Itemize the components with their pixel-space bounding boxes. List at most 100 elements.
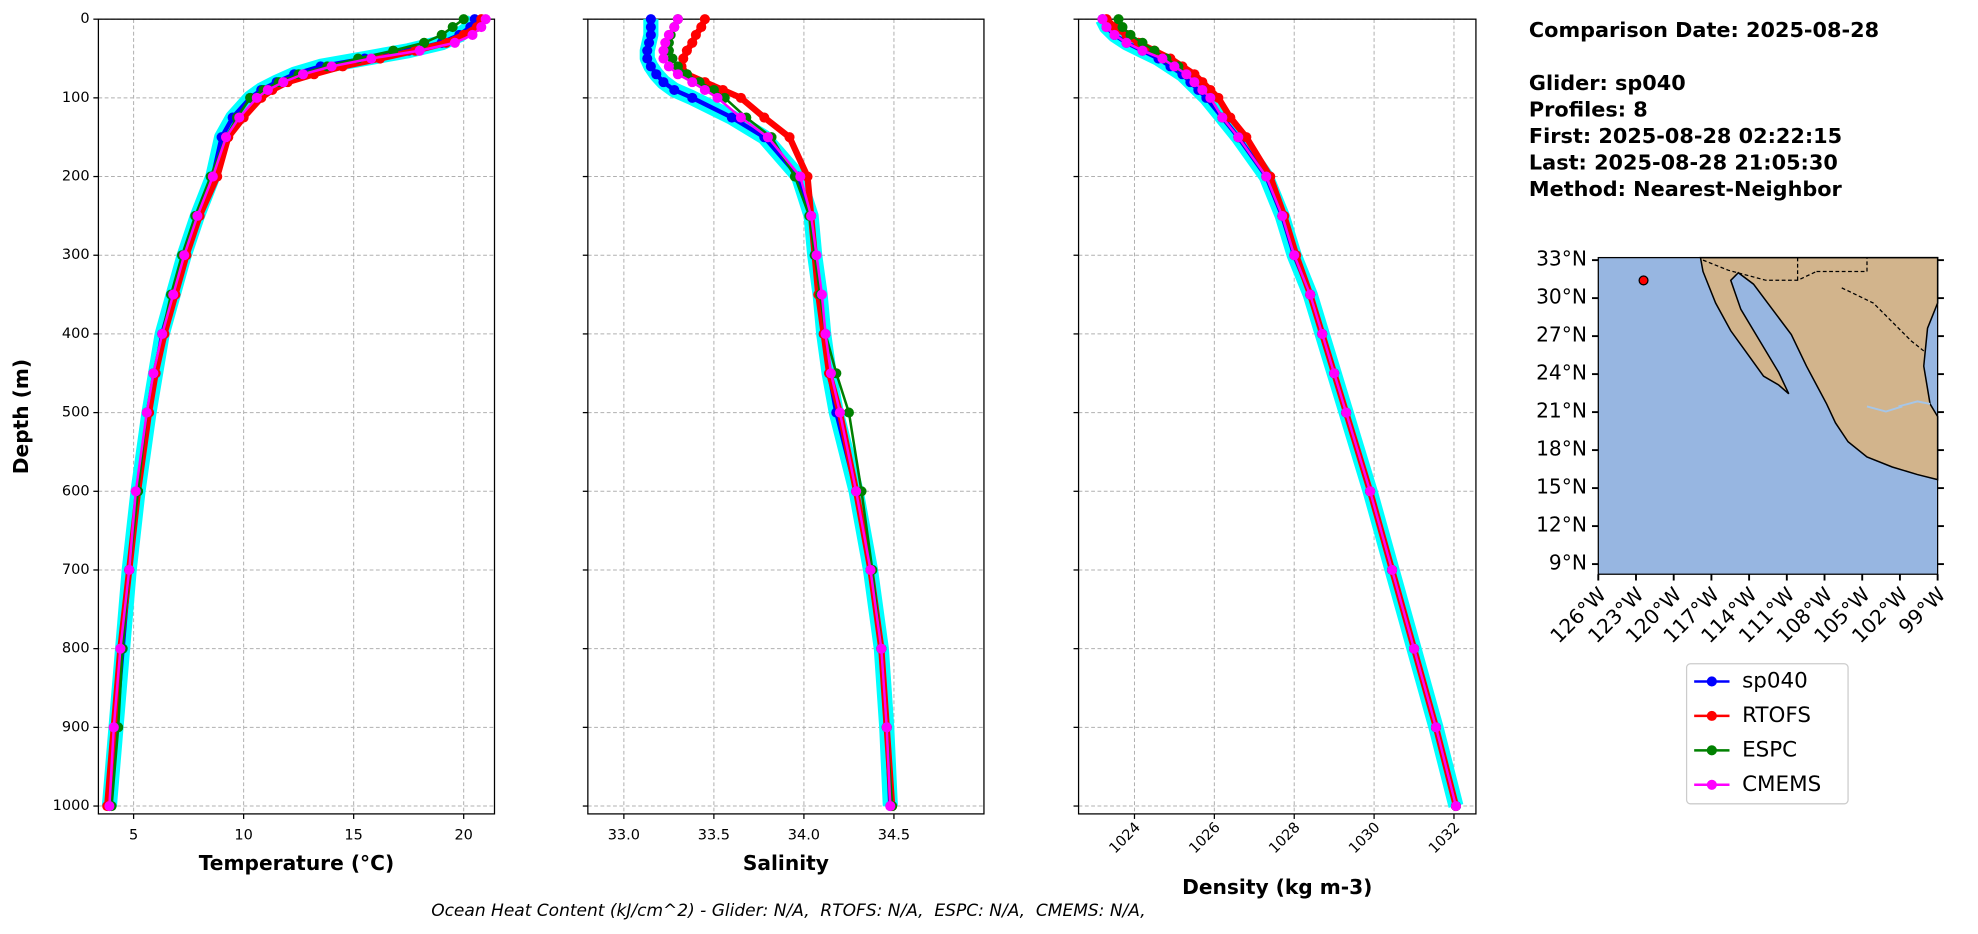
profile-marker <box>1430 722 1442 733</box>
profile-marker <box>645 21 656 33</box>
map-frame <box>1597 256 1939 575</box>
profile-marker <box>802 171 813 182</box>
legend-marker <box>1706 710 1717 721</box>
profile-marker <box>687 77 698 88</box>
profile-marker <box>278 77 289 88</box>
profile-marker <box>816 289 827 300</box>
y-axis-label: Depth (m) <box>9 359 33 474</box>
profile-marker <box>1137 45 1148 56</box>
profile-marker <box>1125 29 1136 40</box>
info-line: Method: Nearest-Neighbor <box>1529 177 1843 201</box>
profile-marker <box>735 112 746 123</box>
profile-marker <box>1121 37 1132 48</box>
profile-marker <box>642 45 653 56</box>
profile-marker <box>726 112 737 123</box>
profile-marker <box>784 132 795 143</box>
profile-marker <box>672 61 683 72</box>
profile-marker <box>1317 328 1328 339</box>
profile-marker <box>130 486 141 497</box>
info-line: Last: 2025-08-28 21:05:30 <box>1529 150 1838 174</box>
profile-marker <box>419 37 430 48</box>
y-tick-label: 500 <box>62 405 90 421</box>
x-tick-label: 1030 <box>1346 820 1383 857</box>
profile-marker <box>447 21 458 33</box>
profile-marker <box>642 53 653 64</box>
profile-marker <box>1157 53 1168 64</box>
profile-marker <box>696 21 707 33</box>
profile-marker <box>672 14 683 25</box>
profile-marker <box>168 289 179 300</box>
info-line: Profiles: 8 <box>1529 97 1648 121</box>
profile-marker <box>1225 112 1236 123</box>
profile-marker <box>825 368 836 379</box>
y-tick-label: 800 <box>62 641 90 657</box>
profile-marker <box>262 84 273 96</box>
lat-tick-label: 12°N <box>1536 513 1587 537</box>
profile-marker <box>876 643 887 654</box>
profile-marker <box>476 21 487 33</box>
profile-marker <box>645 14 656 25</box>
footer: Ocean Heat Content (kJ/cm^2) - Glider: N… <box>431 901 1145 921</box>
x-tick-label: 1026 <box>1186 820 1223 857</box>
legend-label: sp040 <box>1742 668 1808 693</box>
profile-marker <box>658 45 669 56</box>
profile-marker <box>1109 21 1120 33</box>
profile-marker <box>1169 61 1180 72</box>
profile-marker <box>436 29 447 40</box>
x-tick-label: 5 <box>129 827 138 843</box>
x-tick-label: 1024 <box>1107 820 1144 857</box>
profile-marker <box>1289 250 1300 261</box>
profile-marker <box>663 61 674 72</box>
x-axis-label: Temperature (°C) <box>199 851 394 875</box>
profile-marker <box>1341 407 1352 418</box>
profile-marker <box>1097 14 1108 25</box>
y-tick-label: 0 <box>80 11 89 27</box>
lat-tick-label: 24°N <box>1536 361 1587 385</box>
axes-frame <box>587 18 985 815</box>
profile-marker <box>1329 368 1340 379</box>
x-tick-label: 34.0 <box>788 827 820 843</box>
y-tick-label: 900 <box>62 719 90 735</box>
legend-label: ESPC <box>1742 737 1797 762</box>
profile-marker <box>458 14 469 25</box>
x-tick-label: 1032 <box>1426 820 1463 857</box>
profile-marker <box>811 250 822 261</box>
x-axis-label: Density (kg m-3) <box>1182 875 1372 899</box>
x-tick-label: 15 <box>344 827 362 843</box>
profile-marker <box>1205 92 1216 103</box>
profile-marker <box>1365 486 1376 497</box>
profile-marker <box>645 29 656 40</box>
profile-marker <box>1137 37 1148 48</box>
profile-marker <box>1217 112 1228 123</box>
profile-marker <box>663 29 674 40</box>
river <box>1866 400 1931 413</box>
y-tick-label: 400 <box>62 326 90 342</box>
legend-marker <box>1706 745 1717 756</box>
info-line: Glider: sp040 <box>1529 71 1686 95</box>
axes-frame <box>97 18 496 815</box>
profile-marker <box>1197 84 1208 96</box>
profile-marker <box>735 92 746 103</box>
profile-marker <box>115 643 126 654</box>
profile-marker <box>699 84 710 96</box>
profile-marker <box>157 328 168 339</box>
profile-marker <box>1408 643 1420 654</box>
profile-marker <box>851 486 862 497</box>
profile-marker <box>759 112 770 123</box>
profile-marker <box>699 14 710 25</box>
profile-marker <box>124 564 135 576</box>
profile-marker <box>414 45 425 56</box>
profile-marker <box>467 29 478 40</box>
profile-marker <box>108 722 119 733</box>
profile-marker <box>708 84 719 96</box>
profile-marker <box>820 328 831 339</box>
y-tick-label: 700 <box>62 562 90 578</box>
profile-marker <box>1117 21 1128 33</box>
profile-marker <box>1450 800 1462 812</box>
profile-marker <box>762 132 773 143</box>
profile-marker <box>1305 289 1316 300</box>
legend-box <box>1685 663 1849 805</box>
lat-tick-label: 30°N <box>1536 285 1587 309</box>
lat-tick-label: 9°N <box>1549 551 1587 575</box>
profile-marker <box>687 37 698 48</box>
